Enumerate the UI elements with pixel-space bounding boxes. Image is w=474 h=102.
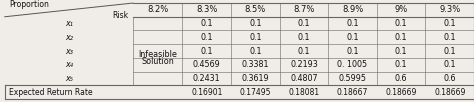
Text: 0.1: 0.1	[201, 47, 213, 55]
Text: 0.18081: 0.18081	[288, 88, 319, 97]
Text: 0.1: 0.1	[249, 19, 262, 28]
Text: 9%: 9%	[394, 5, 408, 14]
Text: 0.3619: 0.3619	[242, 74, 269, 83]
Text: 0.1: 0.1	[444, 60, 456, 69]
Text: 8.5%: 8.5%	[245, 5, 266, 14]
Text: Risk: Risk	[112, 11, 128, 20]
Text: x₂: x₂	[65, 33, 73, 42]
Text: 0.1: 0.1	[249, 33, 262, 42]
Text: Solution: Solution	[141, 57, 174, 66]
Text: x₄: x₄	[65, 60, 73, 69]
Text: 0.1: 0.1	[395, 47, 407, 55]
Text: 0.18669: 0.18669	[434, 88, 465, 97]
Text: 0.6: 0.6	[444, 74, 456, 83]
Text: 0.1: 0.1	[444, 33, 456, 42]
Text: Infeasible: Infeasible	[138, 50, 177, 59]
Text: 8.9%: 8.9%	[342, 5, 363, 14]
Text: 9.3%: 9.3%	[439, 5, 460, 14]
Text: 8.2%: 8.2%	[147, 5, 168, 14]
Text: 0.1: 0.1	[298, 47, 310, 55]
Text: 0.16901: 0.16901	[191, 88, 222, 97]
Text: 0.17495: 0.17495	[240, 88, 271, 97]
Text: 0.1: 0.1	[346, 33, 359, 42]
Text: 8.7%: 8.7%	[293, 5, 315, 14]
Text: 0.1: 0.1	[444, 47, 456, 55]
Text: 0.1: 0.1	[346, 19, 359, 28]
Text: 0.18669: 0.18669	[385, 88, 417, 97]
Text: 0.1: 0.1	[298, 33, 310, 42]
Text: 0.1: 0.1	[395, 60, 407, 69]
Text: 0.1: 0.1	[395, 19, 407, 28]
Text: 0.2431: 0.2431	[193, 74, 220, 83]
Text: 8.3%: 8.3%	[196, 5, 218, 14]
Text: 0.4807: 0.4807	[290, 74, 318, 83]
Text: 0.1: 0.1	[201, 19, 213, 28]
Text: Proportion: Proportion	[9, 0, 49, 9]
Text: 0.1: 0.1	[444, 19, 456, 28]
Text: 0.5995: 0.5995	[338, 74, 366, 83]
Text: 0.1: 0.1	[346, 47, 359, 55]
Text: x₅: x₅	[65, 74, 73, 83]
Text: 0.1: 0.1	[298, 19, 310, 28]
Text: 0.18667: 0.18667	[337, 88, 368, 97]
Text: 0.1: 0.1	[249, 47, 262, 55]
Text: x₁: x₁	[65, 19, 73, 28]
Text: 0.1: 0.1	[201, 33, 213, 42]
Text: 0.4569: 0.4569	[193, 60, 221, 69]
Text: 0.2193: 0.2193	[290, 60, 318, 69]
Text: 0. 1005: 0. 1005	[337, 60, 368, 69]
Text: x₃: x₃	[65, 47, 73, 55]
Text: 0.6: 0.6	[395, 74, 407, 83]
Text: Expected Return Rate: Expected Return Rate	[9, 88, 93, 97]
Text: 0.1: 0.1	[395, 33, 407, 42]
Text: 0.3381: 0.3381	[242, 60, 269, 69]
